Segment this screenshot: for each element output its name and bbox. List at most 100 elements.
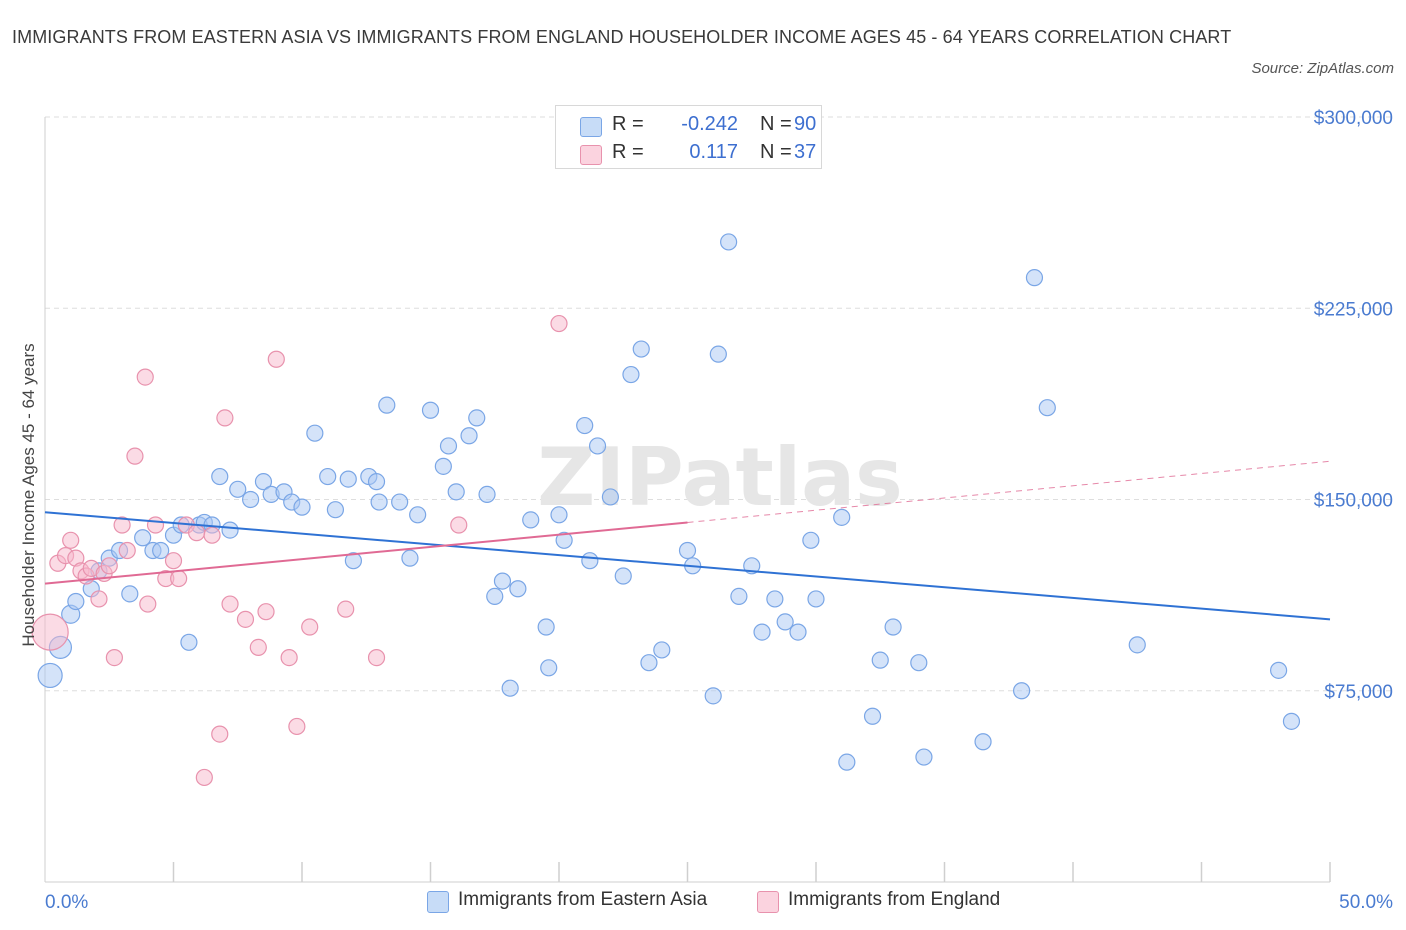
data-point [447,483,465,501]
legend-r-value: 0.117 [689,141,738,163]
data-point [439,437,458,455]
data-point [434,457,452,475]
data-point [293,498,311,516]
data-point [344,552,362,570]
data-point [581,552,599,570]
data-point [704,687,722,705]
data-point [884,618,902,636]
correlation-legend: R = -0.242 N = 90 R = 0.117 N = 37 [555,105,822,169]
data-point [807,590,825,608]
data-point [221,521,239,539]
data-point [401,549,419,567]
data-point [863,707,882,725]
data-point [113,516,131,534]
data-point [188,524,206,542]
data-point [370,493,388,511]
legend-swatch-pink [757,891,779,913]
data-point [301,618,319,636]
y-tick-label: $75,000 [1324,682,1393,703]
x-tick-label: 50.0% [1339,892,1393,913]
data-point [789,623,807,641]
legend-r-label: R = [612,113,644,135]
data-point [180,633,198,651]
legend-r-label: R = [612,141,644,163]
data-point [339,470,357,488]
data-point [146,516,165,534]
data-point [378,396,396,414]
legend-swatch-blue [580,117,602,137]
data-point [421,401,440,419]
y-tick-label: $300,000 [1314,108,1393,129]
legend-swatch-pink [580,145,602,165]
data-point [164,552,183,570]
data-point [67,592,85,611]
data-point [288,717,306,736]
data-point [550,506,568,524]
data-point [460,427,478,445]
data-point [105,648,123,667]
data-point [100,557,118,575]
data-point [267,350,285,368]
data-point [1038,399,1056,417]
data-point [709,345,727,363]
data-point [632,340,650,358]
data-point [743,557,761,575]
data-point [37,662,63,689]
x-tick-label: 0.0% [45,892,88,913]
data-point [31,613,69,651]
data-point [280,648,298,667]
data-point [249,638,267,657]
data-point [501,679,519,697]
data-point [915,748,933,766]
data-point [1269,661,1288,679]
data-point [555,531,573,549]
data-point [540,659,558,677]
data-point [170,569,188,588]
data-point [319,467,337,486]
data-point [838,753,856,771]
data-point [678,541,697,560]
data-point [910,654,928,672]
data-point [974,733,992,751]
data-point [653,641,671,659]
trend-line-england [44,521,688,585]
data-point [254,473,273,491]
series-eastern-asia [37,233,1301,771]
data-point [509,580,527,598]
chart-source: Source: ZipAtlas.com [1251,60,1394,77]
data-point [640,654,658,672]
data-point [833,508,851,526]
data-point [614,567,632,585]
data-point [118,541,136,560]
data-point [257,603,275,621]
data-point [1128,636,1146,654]
data-point [1282,712,1301,730]
data-point [326,501,345,519]
data-point [229,480,247,498]
data-point [468,409,486,427]
grid-lines [45,116,1392,692]
data-point [730,587,748,606]
y-tick-label: $150,000 [1314,491,1393,512]
data-point [367,648,386,667]
data-point [211,725,229,743]
y-tick-label: $225,000 [1314,299,1393,320]
data-point [195,768,213,787]
data-point [136,368,154,386]
data-point [337,600,355,618]
data-point [802,531,820,549]
trend-lines [44,460,1331,621]
data-point [409,506,427,524]
data-point [211,467,229,486]
data-point [522,511,540,529]
data-point [139,595,157,613]
legend-r-value: -0.242 [681,113,738,135]
data-point [766,590,784,608]
data-point [242,490,260,509]
legend-label: Immigrants from England [788,889,1001,910]
data-point [90,590,108,608]
data-point [306,424,324,442]
legend-n-label: N = [760,113,792,135]
legend-n-value: 37 [794,141,817,163]
